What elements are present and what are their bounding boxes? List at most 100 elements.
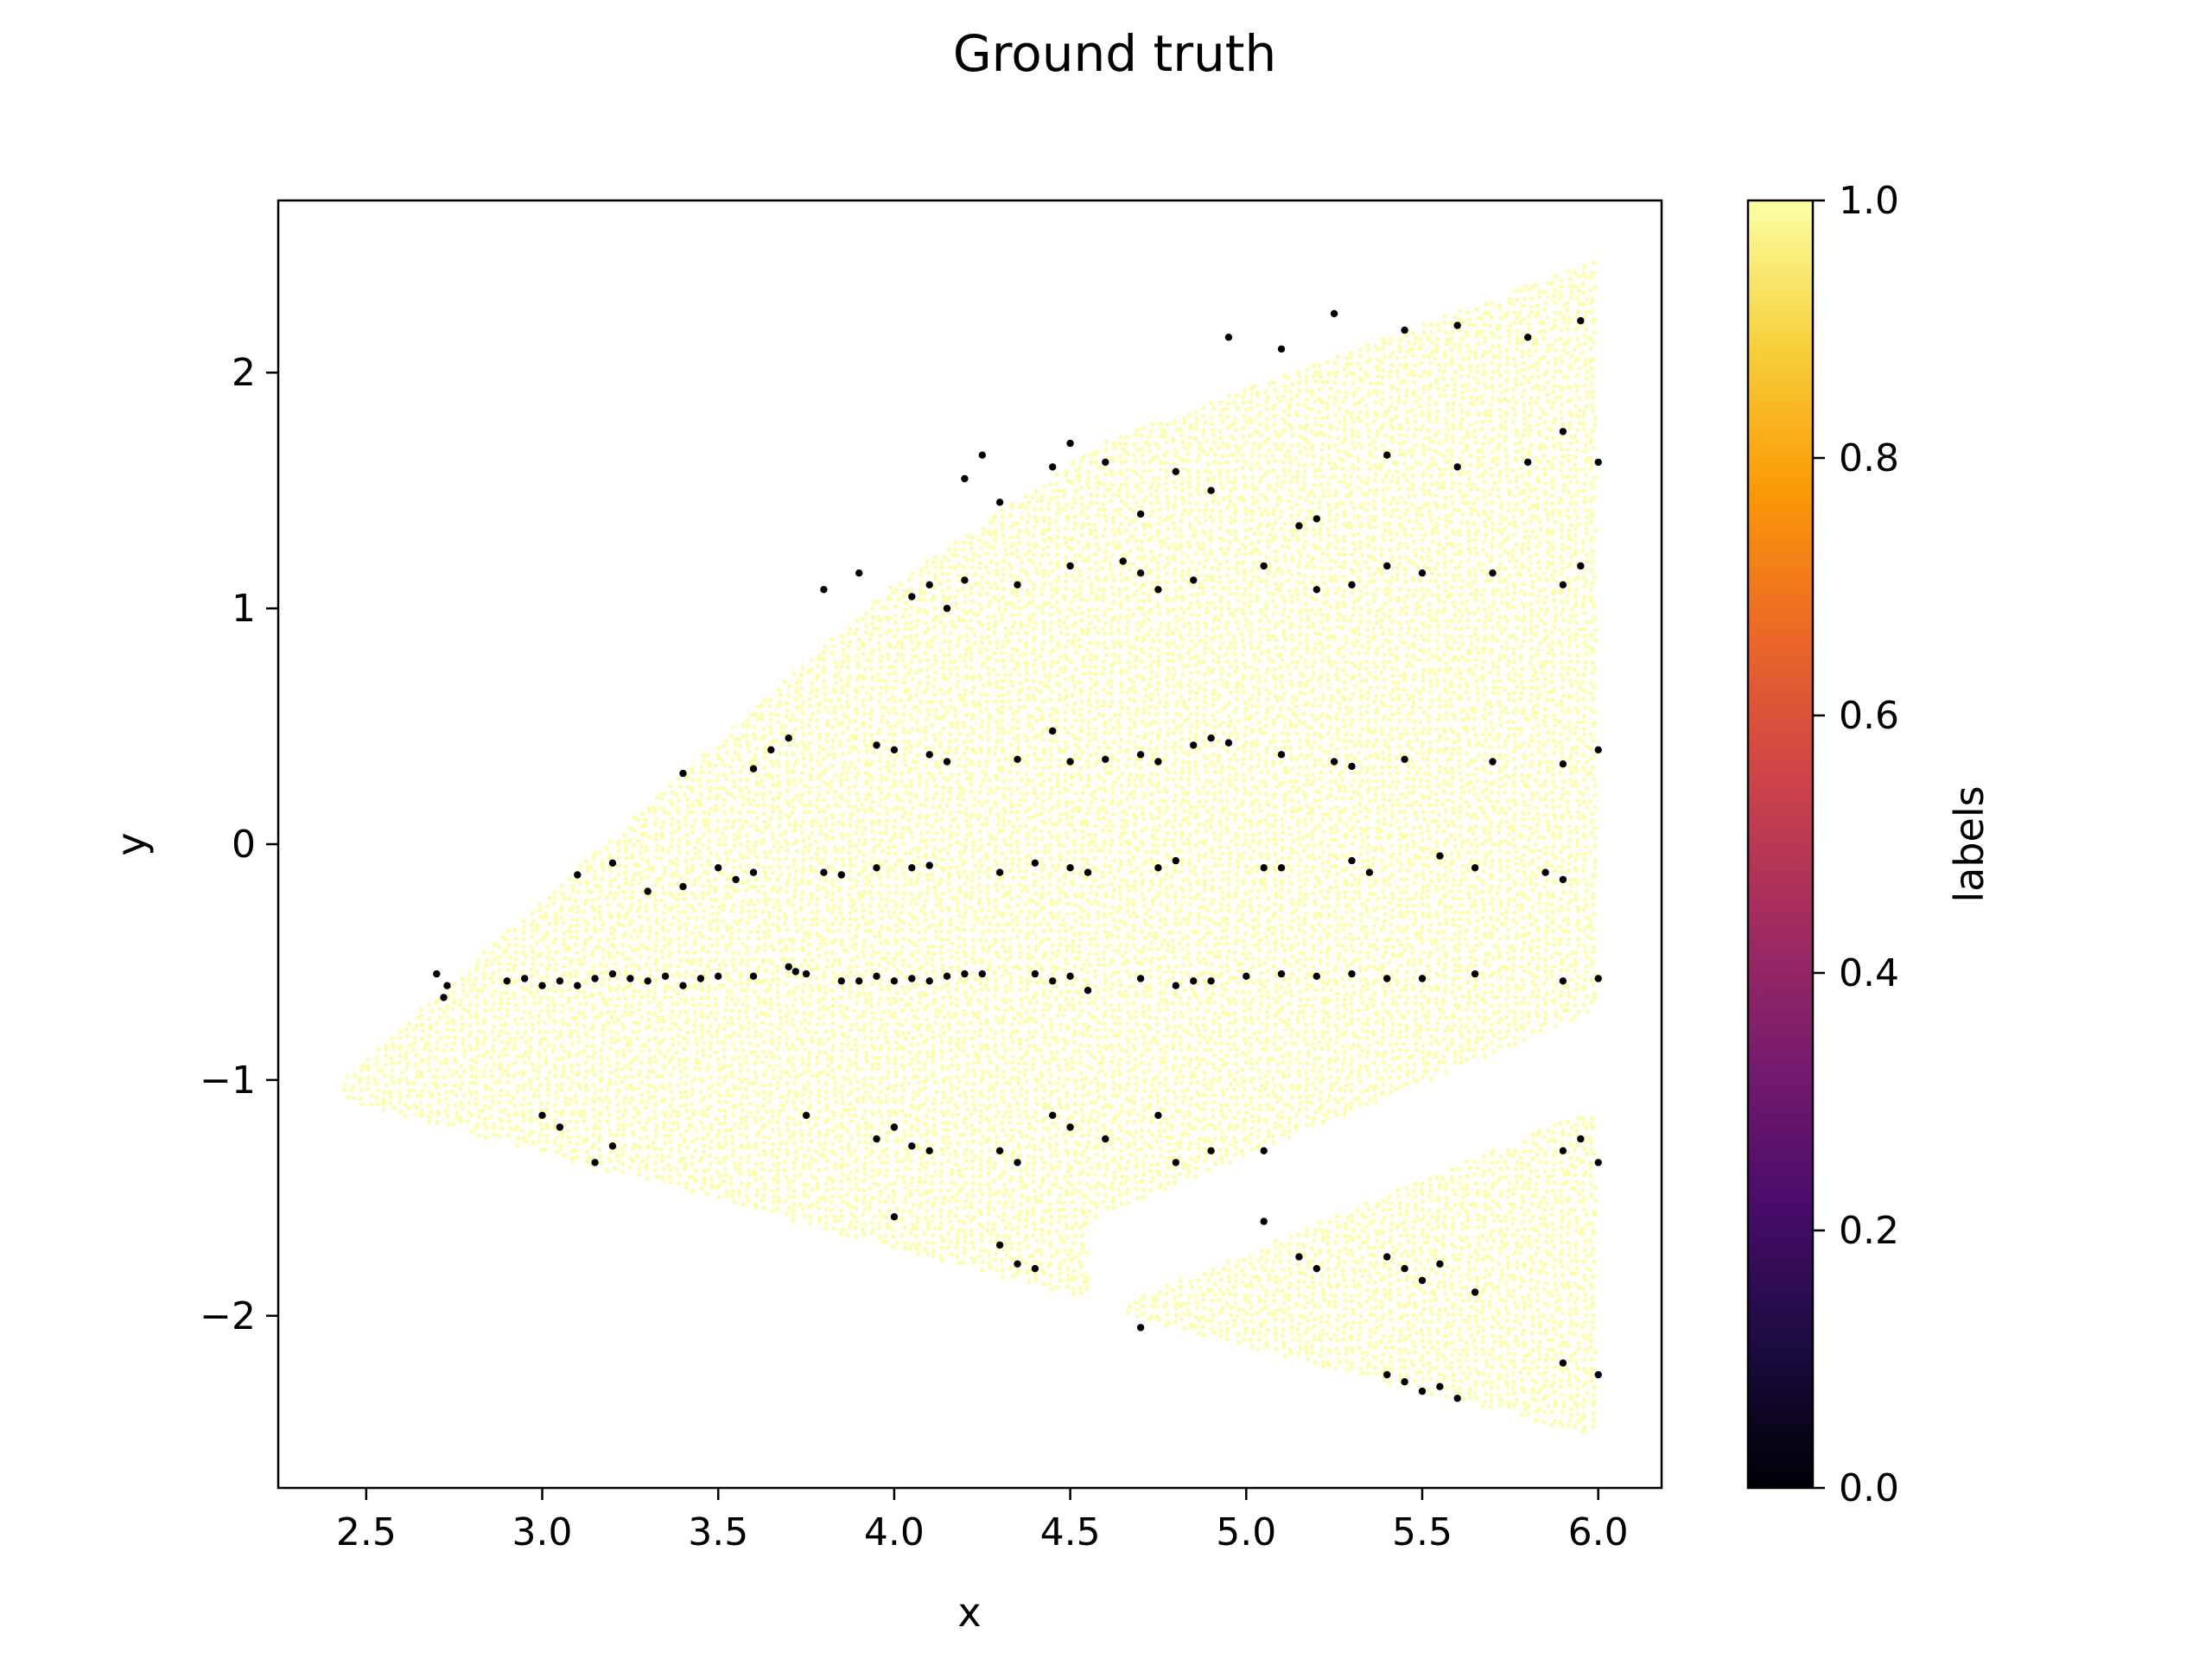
point-label-1	[938, 582, 944, 587]
point-label-1	[861, 652, 867, 657]
point-label-1	[449, 1047, 455, 1052]
point-label-1	[977, 1187, 982, 1192]
point-label-1	[876, 640, 881, 645]
point-label-1	[908, 744, 913, 749]
point-label-1	[733, 742, 738, 748]
point-label-1	[779, 1102, 785, 1107]
point-label-1	[785, 974, 791, 979]
point-label-1	[895, 720, 900, 725]
point-label-1	[767, 982, 773, 988]
point-label-1	[493, 988, 498, 994]
point-label-1	[953, 817, 958, 822]
point-label-1	[745, 1146, 750, 1151]
point-label-1	[887, 983, 892, 988]
point-label-1	[950, 619, 955, 624]
point-label-1	[942, 639, 947, 645]
point-label-1	[756, 964, 761, 969]
point-label-1	[538, 1041, 543, 1046]
point-label-1	[939, 1049, 944, 1054]
point-label-1	[869, 740, 874, 745]
point-label-1	[674, 869, 679, 874]
point-label-1	[947, 739, 953, 744]
point-label-1	[941, 676, 946, 682]
point-label-1	[692, 941, 697, 946]
point-label-1	[752, 798, 757, 803]
point-label-1	[693, 1065, 698, 1071]
point-label-1	[864, 1054, 869, 1059]
point-label-1	[972, 960, 977, 965]
point-label-1	[599, 927, 604, 932]
point-label-1	[662, 1179, 667, 1184]
point-label-1	[861, 1178, 867, 1183]
point-label-1	[931, 796, 937, 801]
point-label-1	[775, 1206, 780, 1211]
point-label-1	[917, 782, 922, 787]
point-label-1	[786, 865, 791, 870]
point-label-1	[825, 957, 830, 963]
point-label-1	[591, 1035, 596, 1040]
point-label-1	[677, 936, 682, 941]
point-label-1	[694, 839, 699, 844]
point-label-1	[885, 1139, 890, 1144]
point-label-1	[705, 823, 710, 828]
point-label-1	[744, 887, 749, 893]
point-label-1	[614, 1049, 620, 1054]
point-label-1	[949, 1251, 954, 1256]
point-label-1	[491, 971, 496, 976]
point-label-1	[899, 858, 905, 863]
point-label-1	[868, 792, 874, 798]
point-label-1	[884, 824, 889, 830]
point-label-1	[520, 950, 525, 955]
point-label-1	[848, 1153, 853, 1158]
point-label-1	[585, 864, 590, 869]
point-label-1	[714, 1001, 719, 1007]
point-label-1	[420, 1088, 425, 1093]
point-label-1	[760, 785, 766, 790]
point-label-1	[575, 923, 580, 928]
point-label-1	[635, 976, 641, 981]
point-label-1	[931, 804, 936, 810]
point-label-1	[747, 790, 752, 795]
point-label-1	[902, 1200, 908, 1205]
point-label-1	[883, 1233, 888, 1238]
point-label-1	[751, 902, 757, 907]
point-label-1	[877, 691, 883, 696]
point-label-1	[849, 760, 854, 765]
point-label-1	[775, 783, 780, 788]
point-label-1	[976, 868, 982, 874]
point-label-1	[728, 791, 734, 797]
point-label-1	[794, 929, 799, 934]
point-label-1	[624, 1063, 629, 1069]
point-label-1	[474, 967, 480, 972]
point-label-1	[520, 961, 526, 966]
point-label-1	[870, 855, 875, 861]
point-label-1	[825, 890, 830, 895]
point-label-1	[932, 634, 938, 639]
point-label-1	[754, 949, 760, 954]
point-label-1	[970, 1180, 976, 1186]
point-label-1	[770, 1208, 776, 1213]
point-label-1	[946, 1022, 951, 1027]
point-label-1	[652, 903, 658, 908]
point-label-1	[923, 620, 928, 626]
point-label-1	[853, 734, 858, 739]
point-label-1	[876, 891, 882, 896]
point-label-1	[964, 1081, 969, 1086]
point-label-1	[832, 1087, 837, 1092]
point-label-1	[869, 962, 874, 967]
point-label-1	[737, 1127, 742, 1132]
point-label-1	[545, 1009, 550, 1014]
point-label-1	[635, 1054, 640, 1059]
point-label-1	[924, 779, 929, 784]
point-label-1	[809, 855, 814, 861]
point-label-1	[515, 1007, 520, 1013]
point-label-1	[753, 849, 758, 854]
point-label-1	[978, 1046, 983, 1052]
point-label-1	[969, 1001, 974, 1007]
point-label-1	[738, 1172, 743, 1177]
point-label-1	[931, 1029, 936, 1034]
point-label-1	[841, 766, 846, 771]
point-label-1	[790, 902, 795, 908]
point-label-1	[722, 895, 728, 900]
point-label-1	[823, 832, 829, 837]
